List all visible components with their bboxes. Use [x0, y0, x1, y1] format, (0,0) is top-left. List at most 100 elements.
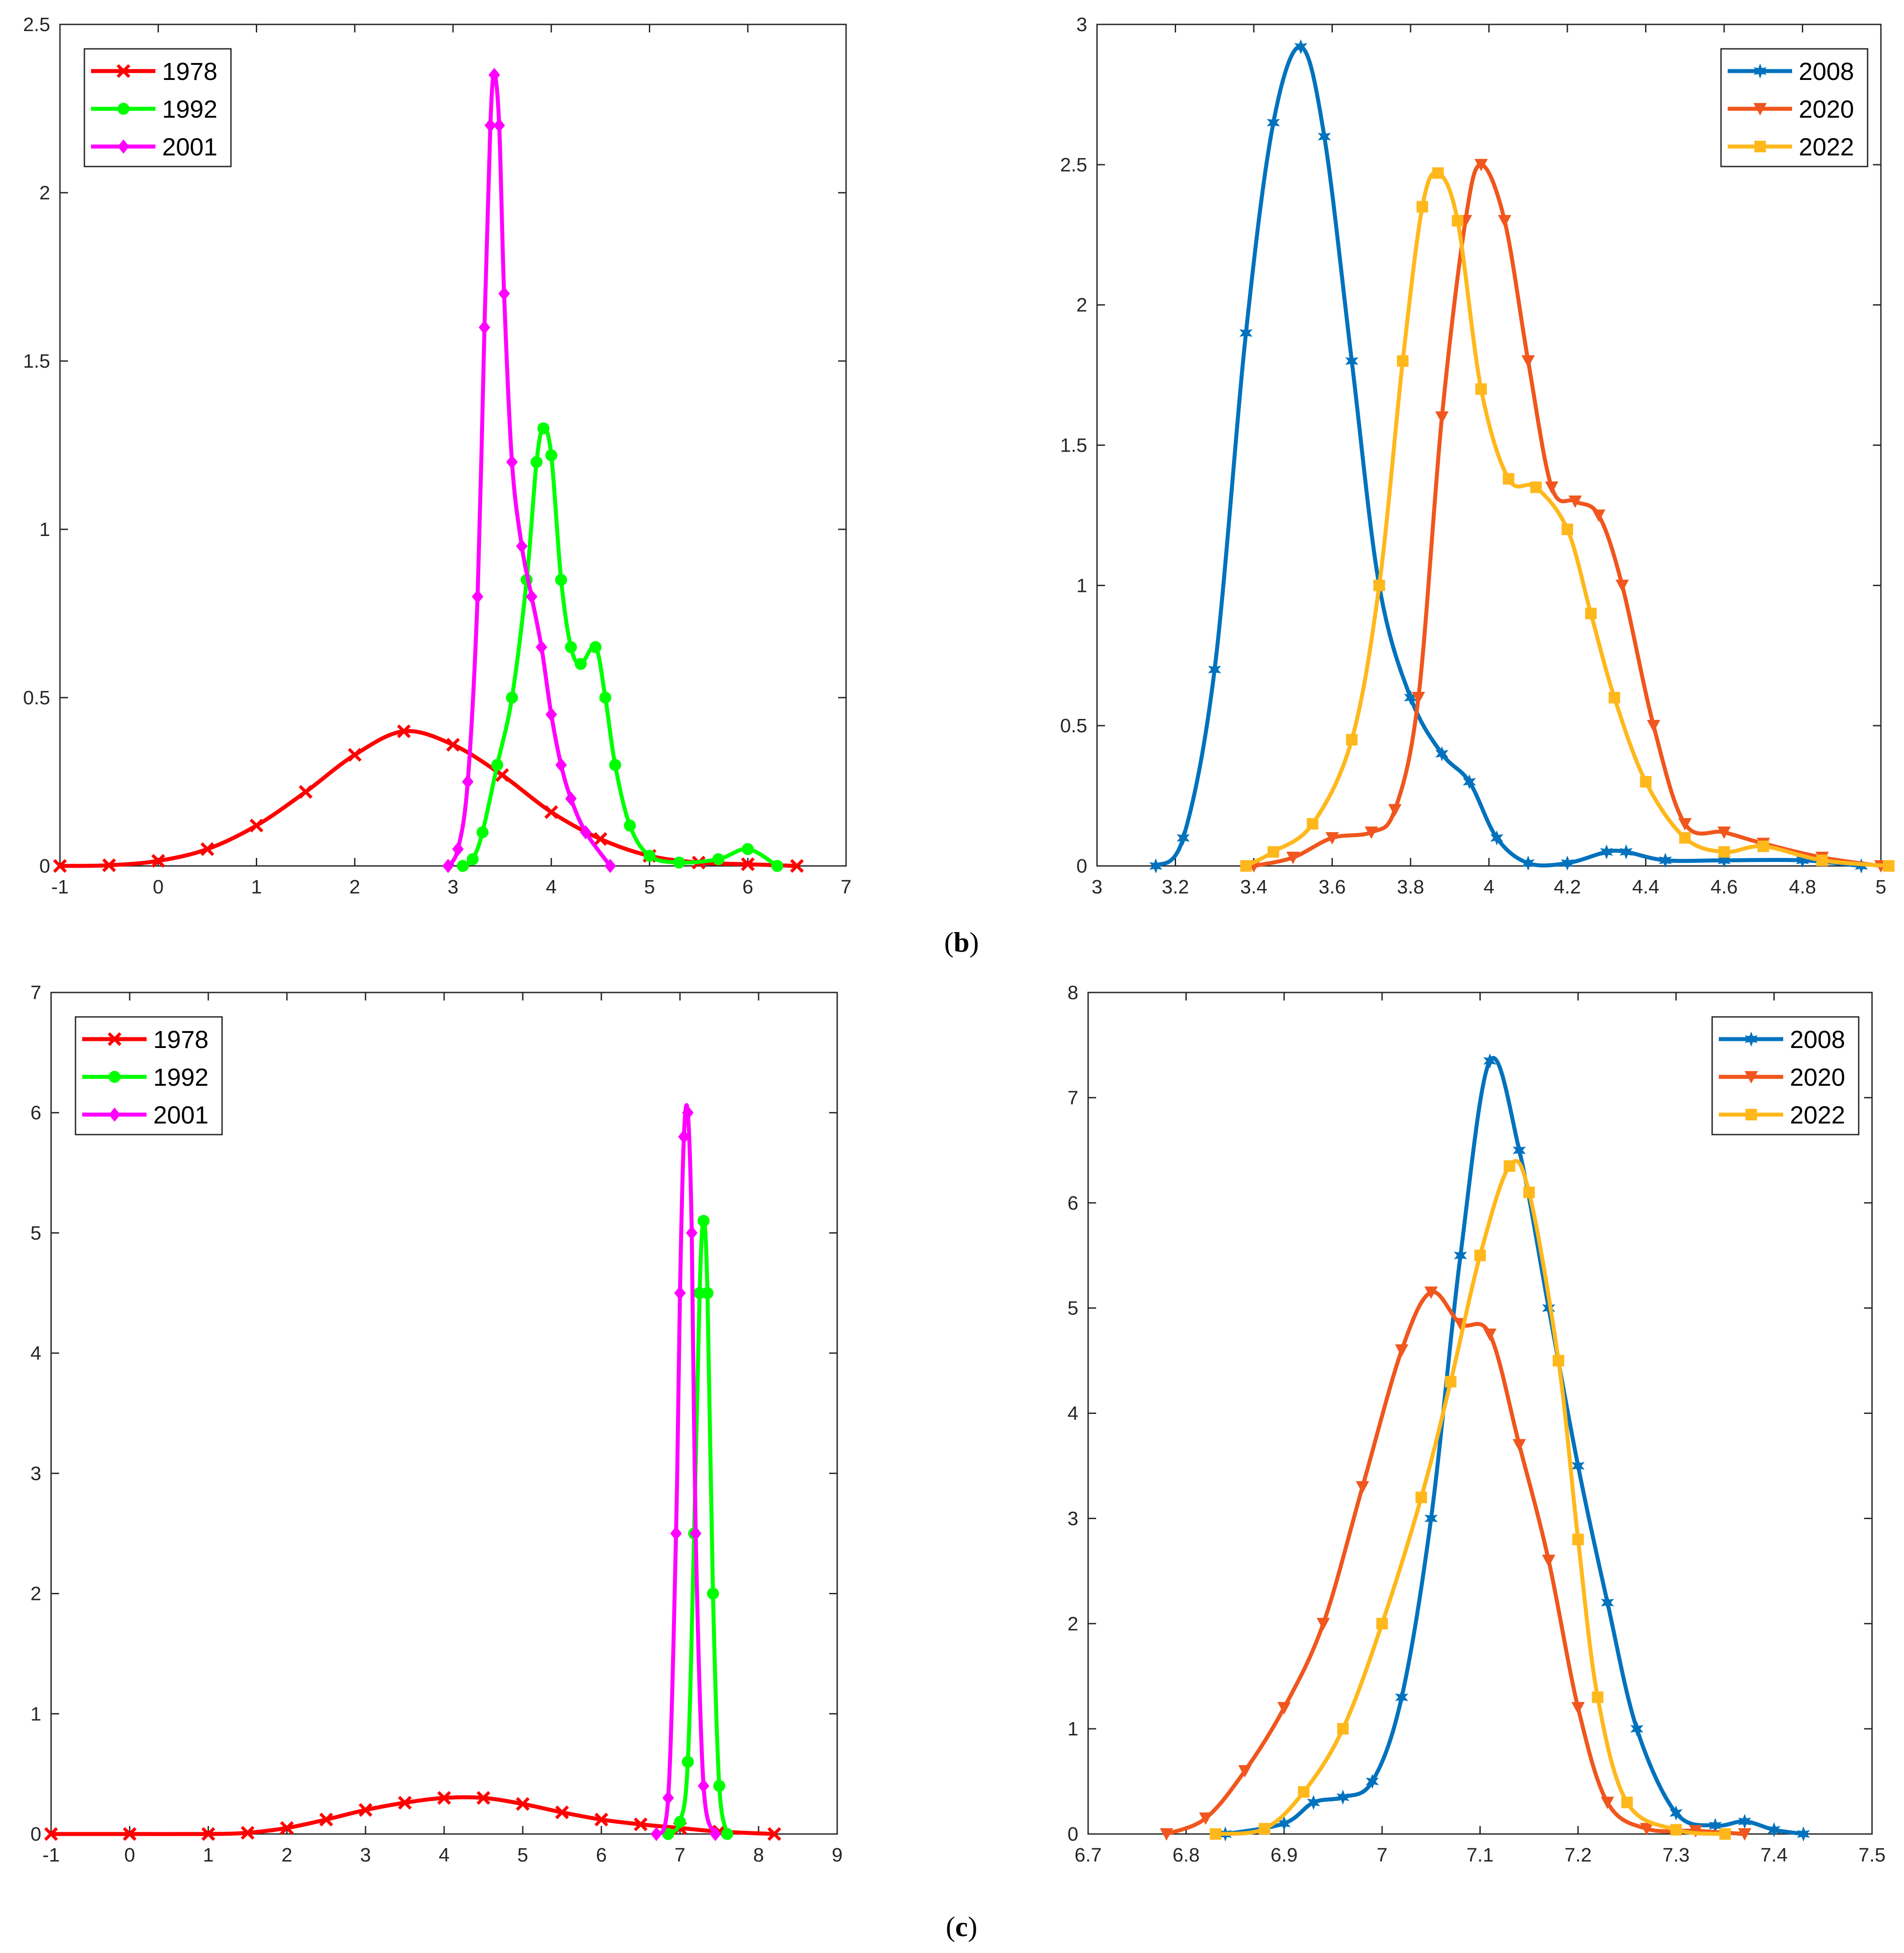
- data-point-1992: [771, 860, 783, 872]
- data-point-1992: [530, 456, 543, 468]
- x-tick-label: -1: [42, 1844, 60, 1866]
- x-tick-label: 3.6: [1319, 876, 1346, 898]
- data-point-2008: [1717, 853, 1731, 868]
- y-tick-label: 0.5: [1060, 715, 1087, 737]
- y-tick-label: 2.5: [1060, 154, 1087, 176]
- data-point-2020: [1647, 720, 1661, 733]
- chart-b-right: 3 3.2 3.4 3.6 3.8 4 4.2 4.4 4.6 4.8 5 0 0.5 1 1.5 2 2.5 3…: [1060, 14, 1895, 898]
- data-point-2008: [1796, 853, 1809, 868]
- data-point-2022: [1376, 1618, 1388, 1630]
- legend-label-2008: 2008: [1790, 1025, 1845, 1053]
- data-point-1978: [241, 1826, 254, 1840]
- data-point-2001: [506, 455, 518, 469]
- data-point-2020: [1717, 826, 1731, 839]
- data-point-2008: [1345, 353, 1359, 369]
- legend-marker-2020: [1745, 1071, 1758, 1084]
- data-point-2022: [1397, 355, 1409, 367]
- x-tick-label: 5: [517, 1844, 528, 1866]
- data-point-2022: [1679, 832, 1691, 844]
- data-point-1992: [599, 691, 612, 704]
- data-point-2008: [1177, 830, 1190, 846]
- y-tick-label: 5: [1068, 1298, 1078, 1319]
- x-tick-label: 9: [832, 1844, 843, 1866]
- data-point-1978: [201, 1827, 215, 1841]
- data-point-2020: [1277, 1702, 1291, 1715]
- x-tick-label: 4: [546, 876, 556, 898]
- y-tick-label: 1.5: [1060, 435, 1087, 456]
- data-point-2020: [1568, 495, 1582, 508]
- data-point-2020: [1286, 852, 1300, 865]
- y-tick-label: 5: [31, 1222, 41, 1244]
- data-point-2022: [1373, 580, 1385, 591]
- data-point-2008: [1797, 1826, 1810, 1842]
- legend-label-1992: 1992: [153, 1063, 209, 1091]
- y-tick-label: 0: [1068, 1823, 1078, 1845]
- data-point-2022: [1553, 1355, 1564, 1367]
- data-point-1992: [457, 860, 469, 872]
- legend-label-2001: 2001: [162, 133, 218, 161]
- x-tick-label: 3: [360, 1844, 371, 1866]
- data-point-1978: [477, 1791, 490, 1805]
- data-point-1978: [593, 832, 608, 846]
- legend-label-2020: 2020: [1790, 1063, 1845, 1091]
- series-line-1992: [667, 1219, 729, 1836]
- caption-c-label: c: [955, 1911, 968, 1942]
- data-point-2008: [1600, 844, 1613, 860]
- data-point-1992: [697, 1215, 710, 1227]
- data-point-1978: [44, 1827, 58, 1841]
- legend-label-2022: 2022: [1799, 133, 1854, 161]
- data-point-2008: [1424, 1511, 1438, 1526]
- legend-marker-1992: [108, 1071, 121, 1083]
- data-point-2001: [670, 1526, 682, 1541]
- data-point-1992: [624, 819, 636, 832]
- data-point-1978: [594, 1813, 608, 1826]
- data-point-2020: [1592, 509, 1606, 522]
- x-tick-label: 2: [282, 1844, 292, 1866]
- data-point-2020: [1411, 692, 1425, 704]
- x-tick-label: 3: [448, 876, 458, 898]
- legend-label-2001: 2001: [153, 1101, 209, 1129]
- data-point-2008: [1561, 855, 1574, 871]
- legend-label-1992: 1992: [162, 95, 218, 123]
- data-point-1992: [721, 1828, 733, 1840]
- data-point-2022: [1416, 201, 1428, 213]
- series-2022: [1240, 167, 1895, 872]
- y-tick-label: 3: [31, 1463, 41, 1485]
- data-point-1978: [516, 1797, 530, 1811]
- data-point-1978: [200, 842, 215, 856]
- y-tick-label: 8: [1068, 982, 1078, 1004]
- data-point-1992: [545, 449, 557, 461]
- data-point-2001: [555, 758, 567, 772]
- data-point-1978: [790, 859, 804, 873]
- data-point-2008: [1522, 855, 1535, 871]
- legend-marker-2020: [1753, 103, 1767, 115]
- data-point-1978: [495, 768, 509, 782]
- data-point-2008: [1601, 1595, 1614, 1610]
- data-point-1978: [298, 785, 313, 799]
- data-point-2022: [1883, 860, 1895, 872]
- legend-label-2020: 2020: [1799, 95, 1854, 123]
- x-tick-label: 7.5: [1858, 1844, 1885, 1866]
- data-point-2001: [493, 118, 505, 133]
- data-point-2008: [1738, 1814, 1751, 1829]
- data-point-2008: [1239, 325, 1253, 341]
- data-point-2020: [1483, 1328, 1497, 1341]
- x-tick-label: 7.2: [1565, 1844, 1592, 1866]
- data-point-1992: [506, 691, 518, 704]
- data-point-2022: [1337, 1723, 1349, 1735]
- data-point-1978: [250, 818, 263, 833]
- legend-marker-2001: [109, 1107, 120, 1122]
- series-2022: [1209, 1159, 1731, 1840]
- data-point-2020: [1640, 1823, 1654, 1836]
- data-point-2022: [1530, 481, 1542, 493]
- y-tick-label: 3: [1077, 14, 1087, 36]
- data-point-2020: [1615, 580, 1629, 592]
- x-tick-label: 5: [644, 876, 655, 898]
- data-point-2020: [1601, 1796, 1614, 1809]
- y-tick-label: 4: [1068, 1403, 1078, 1425]
- legend-marker-1978: [107, 1032, 122, 1046]
- data-point-2020: [1542, 1555, 1555, 1568]
- data-point-1978: [358, 1803, 373, 1817]
